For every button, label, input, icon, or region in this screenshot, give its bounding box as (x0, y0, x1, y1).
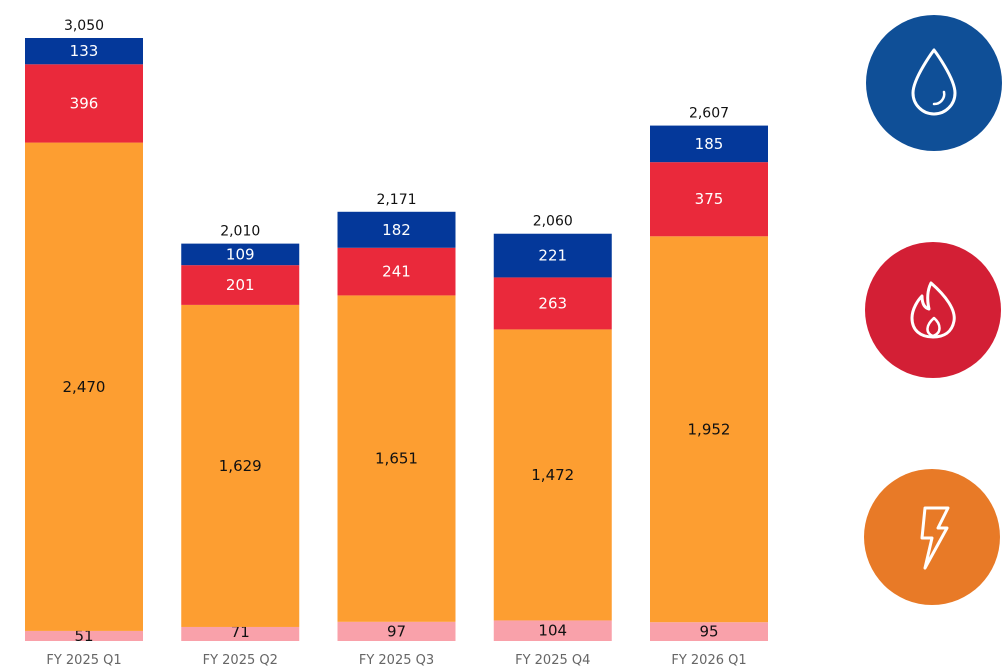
data-label-pink: 71 (231, 623, 250, 641)
data-label-pink: 51 (74, 627, 93, 645)
bar-segment-pink (493, 620, 612, 641)
data-label-blue: 182 (382, 221, 411, 239)
bar-segment-orange (650, 236, 768, 623)
data-label-orange: 1,952 (688, 420, 731, 438)
bar-segment-blue (493, 233, 612, 278)
x-tick-label: FY 2026 Q1 (671, 653, 746, 668)
bar-segment-pink (650, 622, 768, 641)
bar-segment-red (181, 265, 300, 305)
x-tick-label: FY 2025 Q1 (46, 653, 121, 668)
bar-segment-orange (25, 142, 143, 631)
data-label-pink: 104 (538, 622, 567, 640)
x-tick-label: FY 2025 Q4 (515, 653, 590, 668)
total-label: 2,607 (689, 106, 729, 122)
bar-segment-red (650, 162, 768, 237)
bar-segment-pink (337, 621, 456, 641)
data-label-blue: 109 (226, 245, 255, 263)
data-label-orange: 2,470 (63, 378, 106, 396)
x-tick-label: FY 2025 Q3 (359, 653, 434, 668)
bar-segment-pink (25, 630, 143, 641)
bar-segment-pink (181, 626, 300, 641)
data-label-red: 201 (226, 276, 255, 294)
bar-segment-orange (181, 304, 300, 627)
total-label: 2,171 (376, 192, 416, 208)
bar-segment-blue (337, 211, 456, 248)
data-label-red: 396 (70, 94, 99, 112)
total-label: 2,060 (533, 214, 573, 230)
data-label-red: 375 (695, 190, 724, 208)
total-label: 3,050 (64, 18, 104, 34)
bar-segment-orange (337, 295, 456, 622)
x-tick-label: FY 2025 Q2 (203, 653, 278, 668)
water-drop-icon (866, 15, 1002, 151)
total-label: 2,010 (220, 224, 260, 240)
data-label-red: 241 (382, 263, 411, 281)
bar-segment-blue (25, 38, 143, 65)
bar-segment-red (25, 64, 143, 143)
bar-segment-orange (493, 329, 612, 621)
data-label-orange: 1,629 (219, 457, 262, 475)
data-label-blue: 221 (538, 247, 567, 265)
bar-segment-red (493, 277, 612, 330)
data-label-red: 263 (538, 294, 567, 312)
lightning-bolt-icon (864, 469, 1000, 605)
bars-layer: 51 2,470 396 133 3,050 FY 2025 Q1 71 1,629 201 10… (25, 18, 768, 668)
bar-segment-blue (650, 125, 768, 163)
bar-segment-red (337, 247, 456, 296)
flame-icon (865, 242, 1001, 378)
data-label-pink: 97 (387, 622, 406, 640)
data-label-orange: 1,472 (531, 466, 574, 484)
data-label-pink: 95 (699, 623, 718, 641)
data-label-orange: 1,651 (375, 450, 418, 468)
data-label-blue: 185 (695, 135, 724, 153)
data-label-blue: 133 (70, 42, 99, 60)
bar-segment-blue (181, 243, 300, 266)
